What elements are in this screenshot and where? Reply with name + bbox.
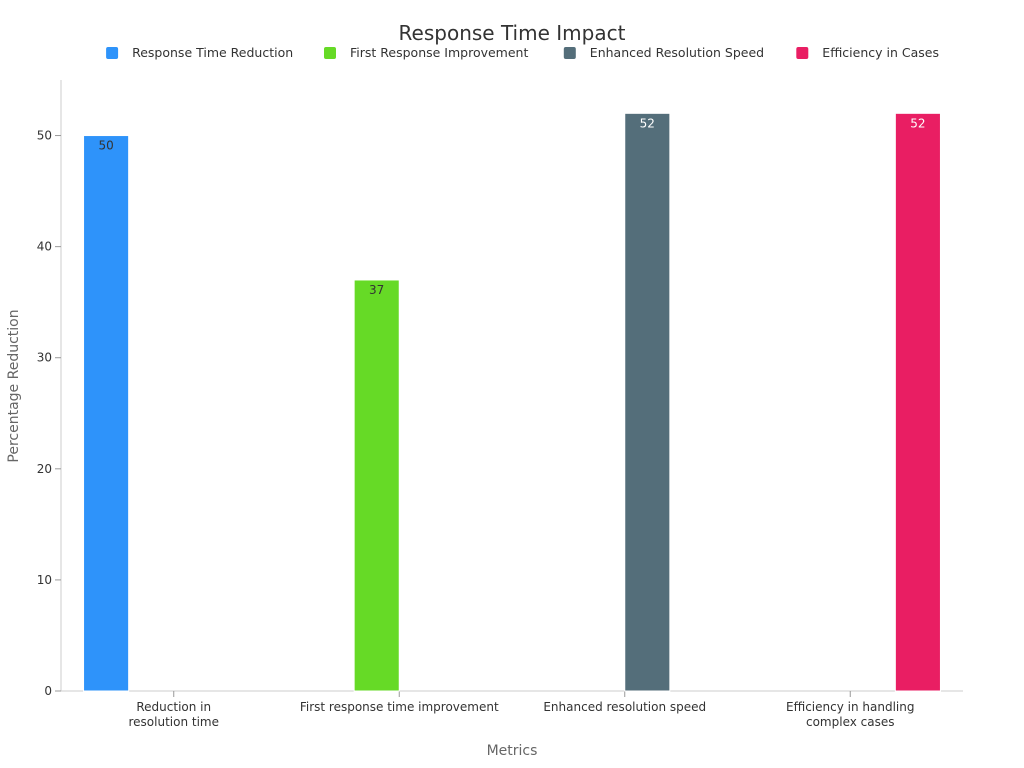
x-tick-label: Efficiency in handling complex cases (786, 700, 914, 729)
y-axis-title: Percentage Reduction (6, 309, 22, 462)
y-tick-label: 0 (44, 684, 52, 698)
chart-title: Response Time Impact (399, 21, 626, 45)
legend-marker (796, 47, 809, 59)
y-tick-label: 40 (37, 240, 52, 254)
data-label: 52 (910, 116, 925, 130)
y-axis: 0 10 20 30 40 50 (37, 80, 62, 698)
data-label: 50 (98, 139, 113, 153)
legend-item[interactable]: First Response Improvement (324, 45, 528, 60)
data-label: 52 (640, 116, 655, 130)
bar (894, 112, 941, 692)
legend-label: Enhanced Resolution Speed (590, 45, 764, 60)
x-tick-label: First response time improvement (300, 700, 499, 714)
y-tick-label: 10 (37, 573, 52, 587)
legend-item[interactable]: Enhanced Resolution Speed (563, 45, 764, 60)
x-tick-label: Enhanced resolution speed (543, 700, 706, 714)
x-tick-label-line: Efficiency in handling (786, 700, 914, 714)
x-tick-label-line: Enhanced resolution speed (543, 700, 706, 714)
x-axis-title: Metrics (487, 743, 538, 759)
x-tick-label-line: Reduction in (136, 700, 211, 714)
legend-item[interactable]: Response Time Reduction (106, 45, 293, 60)
data-label: 37 (369, 283, 384, 297)
x-tick-label-line: First response time improvement (300, 700, 499, 714)
y-tick-label: 20 (37, 462, 52, 476)
legend-label: Response Time Reduction (132, 45, 293, 60)
legend-label: First Response Improvement (350, 45, 528, 60)
bar (624, 112, 671, 692)
bar (83, 135, 130, 692)
bars: 50 37 52 52 (83, 112, 941, 692)
legend-label: Efficiency in Cases (822, 45, 939, 60)
x-tick-label-line: resolution time (129, 715, 220, 729)
legend-item[interactable]: Efficiency in Cases (796, 45, 939, 60)
y-tick-label: 30 (37, 351, 52, 365)
legend-marker (563, 47, 576, 59)
y-tick-label: 50 (37, 129, 52, 143)
x-axis: Reduction in resolution time First respons… (61, 690, 963, 729)
legend: Response Time Reduction First Response Im… (106, 45, 939, 60)
x-tick-label-line: complex cases (806, 715, 895, 729)
legend-marker (324, 47, 336, 59)
legend-marker (106, 47, 119, 59)
x-tick-label: Reduction in resolution time (129, 700, 220, 729)
bar (353, 279, 400, 692)
